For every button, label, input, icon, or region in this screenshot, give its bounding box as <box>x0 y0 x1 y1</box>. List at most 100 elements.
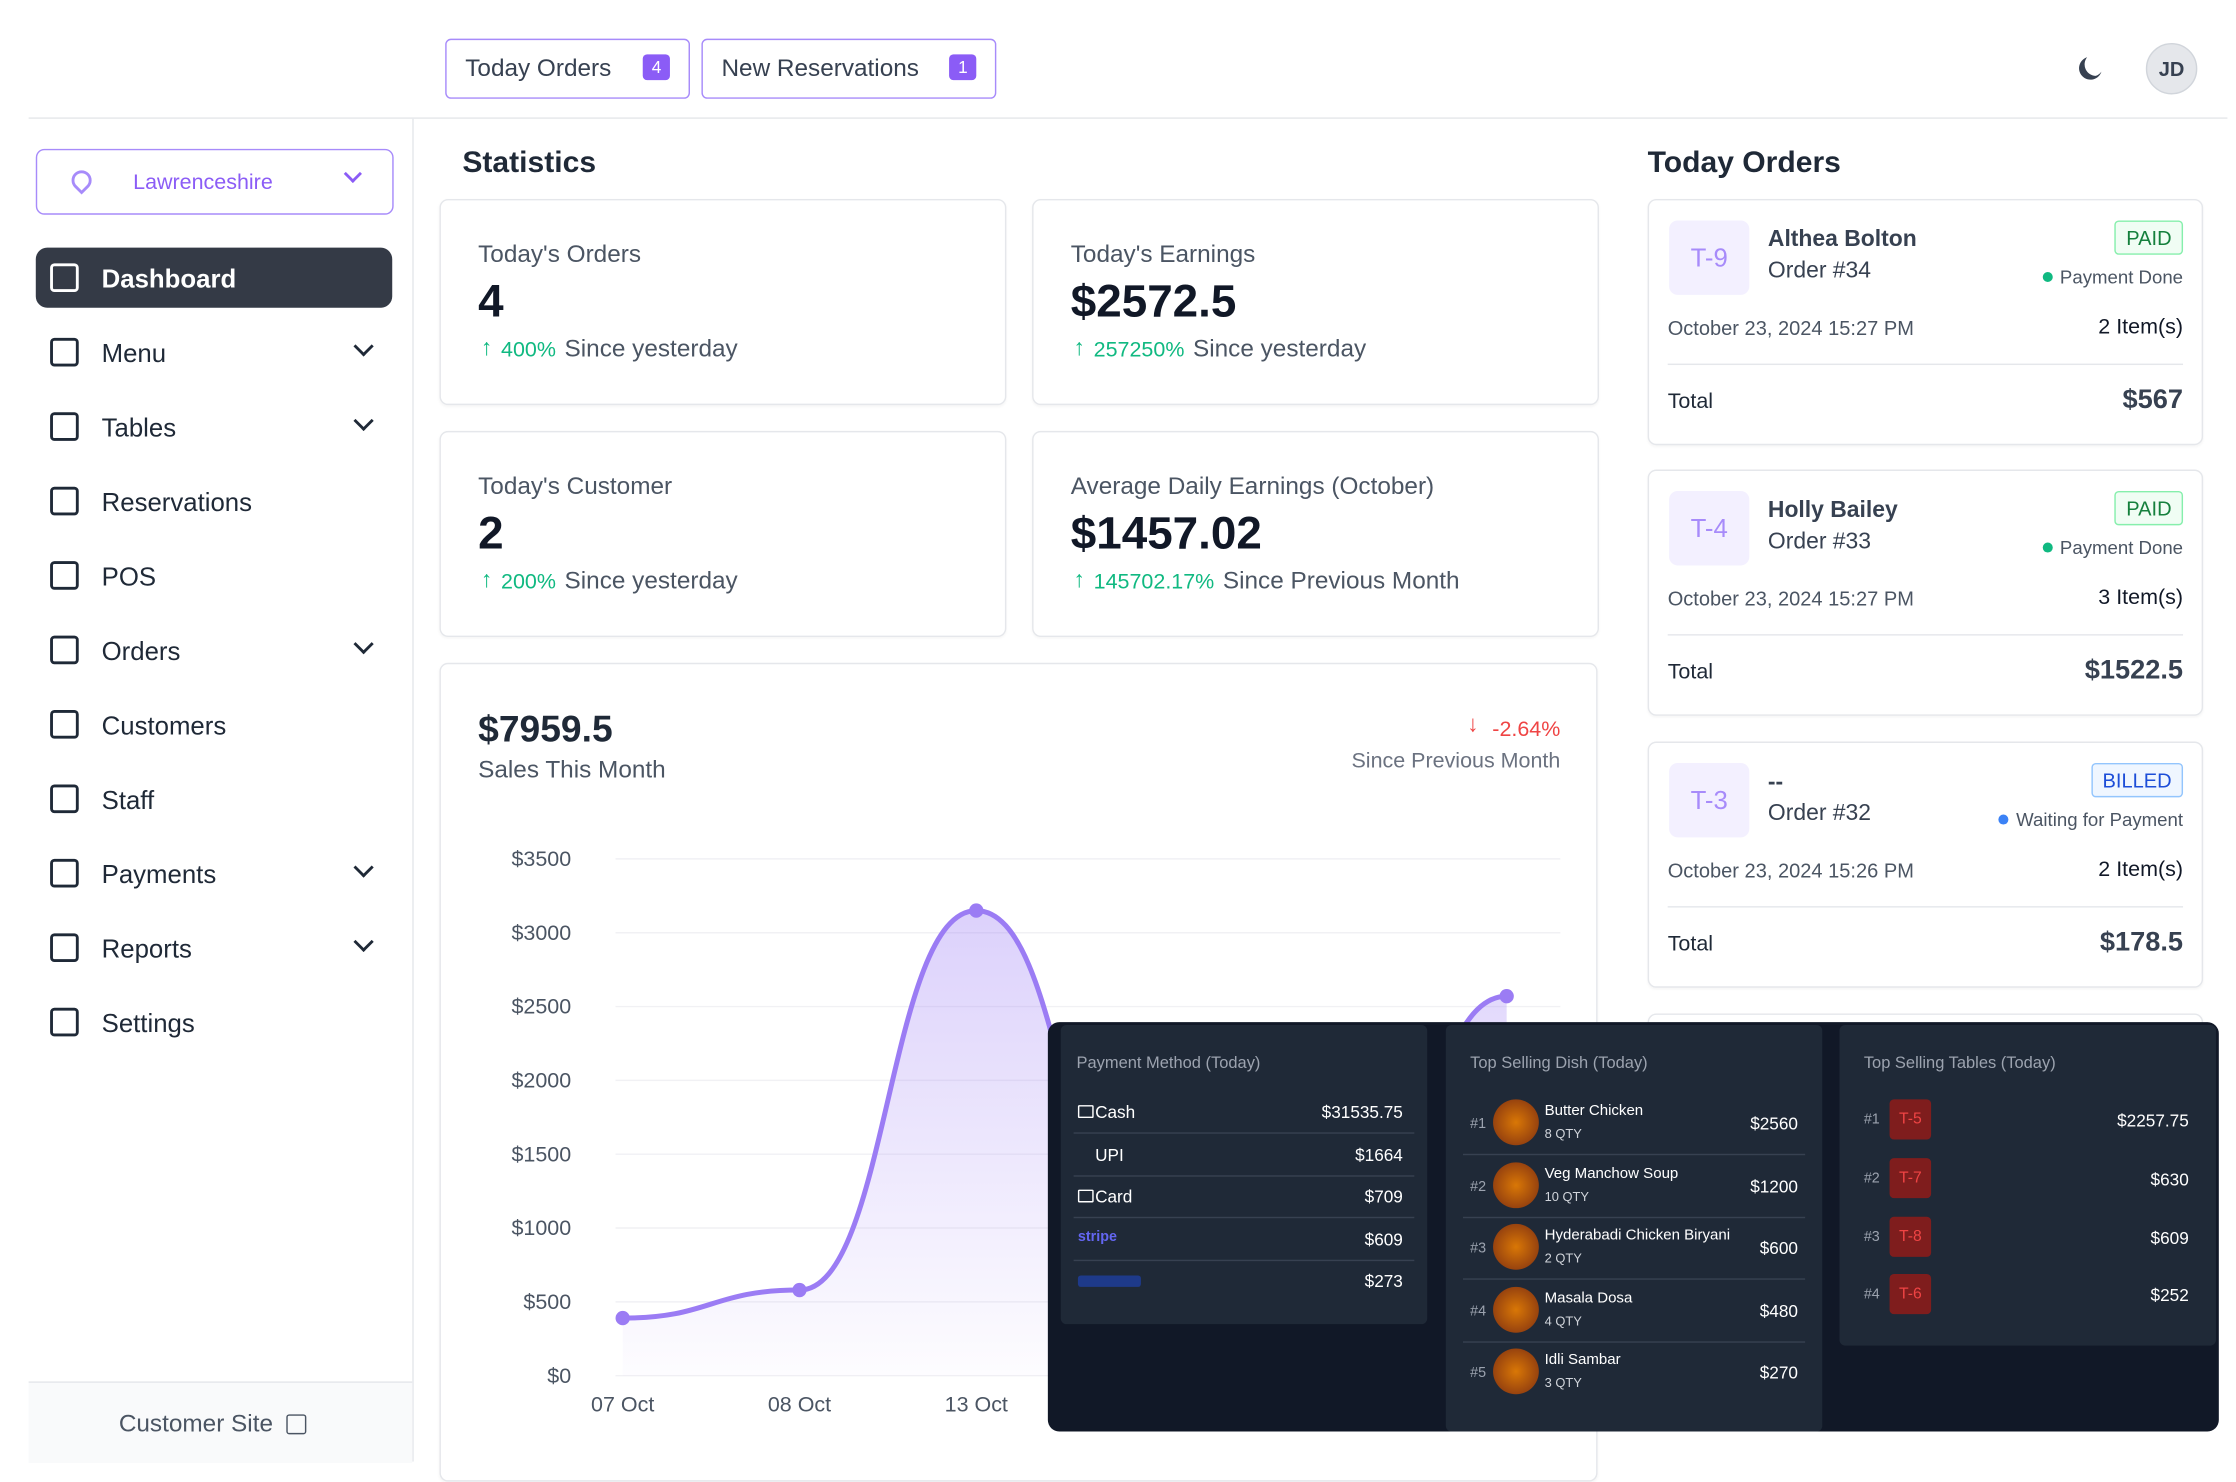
point <box>615 1310 630 1326</box>
rank: #1 <box>1863 1112 1880 1129</box>
item-count: 3 Item(s) <box>2098 585 2184 610</box>
nav-icon <box>50 412 79 441</box>
table-tag: T-5 <box>1889 1099 1932 1140</box>
panel-title: Top Selling Tables (Today) <box>1863 1055 2056 1073</box>
order-card[interactable]: T-4 Holly Bailey Order #33 PAID Payment Done… <box>1647 469 2204 716</box>
avatar[interactable]: JD <box>2145 42 2198 95</box>
nav-item[interactable]: Staff <box>36 769 392 829</box>
nav-item[interactable]: Customers <box>36 694 392 754</box>
dish-amount: $480 <box>1759 1300 1798 1321</box>
theme-toggle[interactable] <box>2076 54 2105 83</box>
status-dot <box>2042 271 2053 283</box>
method-icon <box>1077 1189 1094 1203</box>
order-date: October 23, 2024 15:26 PM <box>1667 858 1914 882</box>
order-card[interactable]: T-3 -- Order #32 BILLED Waiting for Payment O… <box>1647 741 2204 988</box>
nav-label: Settings <box>101 1009 195 1038</box>
dish-image <box>1493 1224 1539 1271</box>
table-amount: $609 <box>2150 1227 2189 1248</box>
total-label: Total <box>1667 389 1714 414</box>
y-tick-label: $1000 <box>511 1216 571 1240</box>
table-tag: T-3 <box>1669 762 1750 838</box>
stat-change: 145702.17% <box>1093 569 1215 595</box>
status-dot <box>1999 814 2010 825</box>
sales-value: $7959.5 <box>478 707 613 751</box>
status-badge: PAID <box>2114 220 2184 255</box>
dish-qty: 4 QTY <box>1544 1313 1582 1329</box>
count-badge: 1 <box>949 54 977 81</box>
stat-change: 257250% <box>1093 337 1185 363</box>
nav-item[interactable]: Settings <box>36 992 392 1052</box>
point <box>792 1282 807 1298</box>
stat-label: Today's Customer <box>478 472 673 500</box>
x-tick-label: 07 Oct <box>591 1392 654 1416</box>
customer-site-link[interactable]: Customer Site <box>118 1410 273 1438</box>
count-badge: 4 <box>643 54 670 81</box>
nav-item[interactable]: Reservations <box>36 471 392 531</box>
order-card[interactable]: T-9 Althea Bolton Order #34 PAID Payment Don… <box>1647 198 2204 446</box>
nav-item[interactable]: POS <box>36 545 392 605</box>
stat-value: $1457.02 <box>1070 506 1262 559</box>
total-label: Total <box>1667 659 1714 685</box>
sidebar-footer-bg <box>28 1381 413 1463</box>
y-tick-label: $1500 <box>511 1142 571 1166</box>
point <box>1499 989 1514 1004</box>
nav-item[interactable]: Tables <box>36 397 392 457</box>
dish-image <box>1493 1161 1539 1208</box>
dish-name: Idli Sambar <box>1544 1351 1621 1370</box>
y-tick-label: $3500 <box>511 847 571 871</box>
nav-item[interactable]: Reports <box>36 918 392 978</box>
up-arrow: ↑ <box>1073 568 1086 593</box>
stat-value: 2 <box>478 506 504 559</box>
dish-amount: $2560 <box>1750 1113 1798 1134</box>
nav-icon <box>50 710 79 739</box>
x-tick-label: 13 Oct <box>945 1392 1008 1416</box>
stat-card: Average Daily Earnings (October) $1457.02… <box>1032 430 1599 638</box>
location-select[interactable]: Lawrenceshire <box>35 148 394 215</box>
divider <box>1667 634 2184 636</box>
dish-name: Veg Manchow Soup <box>1544 1164 1679 1182</box>
table-tag: T-4 <box>1669 491 1750 566</box>
header-button[interactable]: Today Orders 4 <box>445 38 690 99</box>
nav-icon <box>50 635 79 665</box>
method-icon <box>1077 1105 1094 1119</box>
top-tables-panel: Top Selling Tables (Today) #1 T-5 $2257.75 #… <box>1839 1024 2216 1346</box>
stat-card: Today's Customer 2 ↑ 200% Since yesterday <box>439 430 1007 638</box>
location-name: Lawrenceshire <box>133 170 273 195</box>
header-button[interactable]: New Reservations 1 <box>701 38 997 99</box>
order-number: Order #33 <box>1767 529 1872 554</box>
payment-method-panel: Payment Method (Today) Cash $31535.75 UPI $1… <box>1060 1024 1428 1325</box>
nav-item[interactable]: Dashboard <box>35 247 393 308</box>
nav-label: Tables <box>101 413 177 443</box>
dish-amount: $600 <box>1759 1238 1798 1259</box>
stat-label: Today's Orders <box>478 240 642 268</box>
nav-item[interactable]: Payments <box>36 843 392 903</box>
method-name: Card <box>1095 1186 1133 1207</box>
nav-label: Menu <box>101 339 167 368</box>
order-date: October 23, 2024 15:27 PM <box>1667 316 1914 340</box>
nav-icon <box>50 561 79 590</box>
row-divider <box>1462 1216 1806 1218</box>
nav-item[interactable]: Orders <box>36 620 392 680</box>
nav-item[interactable]: Menu <box>36 322 392 382</box>
status-badge: BILLED <box>2091 762 2184 798</box>
top-dish-panel: Top Selling Dish (Today) #1 Butter Chicken… <box>1445 1024 1823 1432</box>
rank: #5 <box>1470 1366 1487 1382</box>
rank: #1 <box>1470 1116 1487 1133</box>
stat-change: 200% <box>501 569 556 595</box>
status-text: Payment Done <box>2059 266 2184 288</box>
external-icon <box>286 1414 307 1435</box>
stat-note: Since yesterday <box>564 334 738 363</box>
dish-image <box>1493 1286 1539 1333</box>
summary-overlay: Payment Method (Today) Cash $31535.75 UPI $1… <box>1047 1022 2219 1432</box>
row-divider <box>1462 1153 1806 1156</box>
button-label: New Reservations <box>721 54 919 82</box>
up-arrow: ↑ <box>480 336 493 361</box>
nav-icon <box>50 1007 79 1037</box>
nav-label: Dashboard <box>101 264 237 294</box>
nav-label: Reservations <box>101 488 253 517</box>
status-text: Waiting for Payment <box>2016 808 2184 831</box>
method-name: stripe <box>1077 1228 1117 1245</box>
customer-name: Holly Bailey <box>1767 498 1898 523</box>
nav-icon <box>50 337 79 367</box>
